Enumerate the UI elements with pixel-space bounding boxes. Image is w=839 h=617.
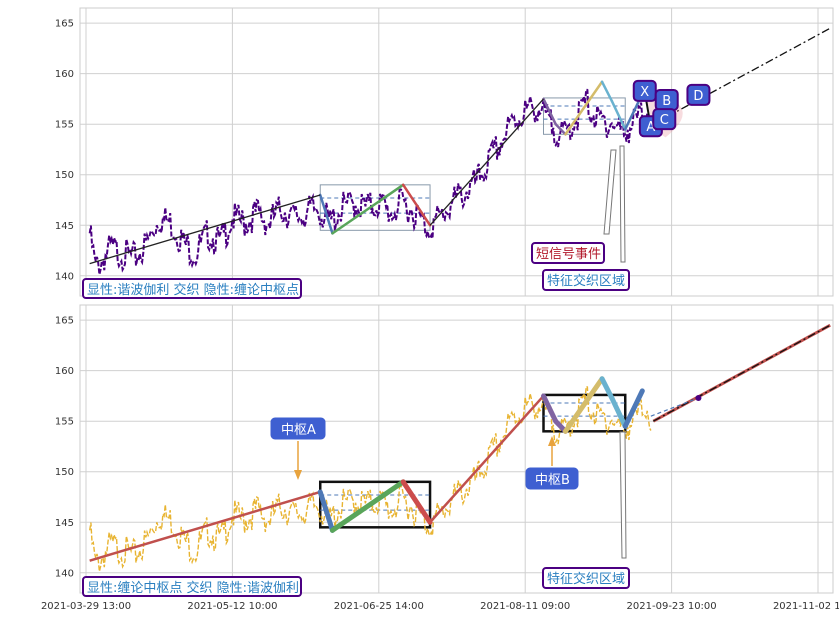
- harmonic-point-text: D: [693, 89, 703, 104]
- x-tick-label: 2021-08-11 09:00: [480, 601, 570, 612]
- forecast-line: [652, 27, 831, 125]
- bottom-panel: 140 145 150 155 160 165: [55, 304, 834, 594]
- stroke-segment: [318, 193, 334, 235]
- bottom-y-axis: 140 145 150 155 160 165: [55, 316, 74, 580]
- y-tick-label: 155: [55, 120, 74, 131]
- stroke-segment: [400, 479, 433, 525]
- top-forecast-line: [652, 27, 831, 125]
- bottom-forecast-line: [650, 323, 831, 423]
- y-tick-label: 145: [55, 221, 74, 232]
- top-zone-label-text: 特征交织区域: [547, 273, 625, 289]
- zhongshu-a-label: 中枢A: [270, 417, 326, 440]
- signal-pointer: [603, 149, 617, 235]
- projection-point: [695, 394, 702, 401]
- top-signal-label: 短信号事件: [531, 242, 605, 264]
- x-axis: 2021-03-29 13:00 2021-05-12 10:00 2021-06-…: [41, 601, 839, 612]
- harmonic-point-box: [686, 83, 711, 106]
- top-panel: 140 145 150 155 160 165 X ABC D: [55, 7, 834, 297]
- stroke-segment: [562, 376, 605, 434]
- y-tick-label: 165: [55, 19, 74, 30]
- bottom-annotations: [294, 431, 627, 559]
- top-plot-frame: [79, 7, 834, 297]
- top-price-series: [88, 88, 652, 275]
- y-tick-label: 160: [55, 366, 74, 377]
- zone-pointer-top: [619, 145, 626, 263]
- harmonic-point-text: B: [662, 94, 671, 109]
- stroke-segment: [317, 489, 335, 533]
- bottom-trend-lines: [89, 395, 545, 562]
- bottom-zone-label-text: 特征交织区域: [547, 571, 625, 587]
- stroke-segment: [331, 183, 405, 235]
- top-signal-label-text: 短信号事件: [536, 247, 601, 262]
- top-trend-lines: [89, 98, 544, 265]
- stroke-segment: [609, 395, 628, 429]
- harmonic-point-box: [632, 79, 657, 102]
- harmonic-point-b: B: [654, 88, 679, 111]
- y-tick-label: 150: [55, 170, 74, 181]
- zone-pointer-bottom: [619, 431, 627, 559]
- x-tick-label: 2021-09-23 10:00: [627, 601, 717, 612]
- harmonic-point-text: A: [646, 120, 655, 135]
- stroke-segment: [542, 97, 557, 126]
- top-annotations: X ABC D: [603, 79, 711, 263]
- bottom-plot-frame: [79, 304, 834, 594]
- y-tick-label: 140: [55, 568, 74, 579]
- trend-line: [429, 98, 544, 226]
- harmonic-point-text: C: [660, 113, 669, 128]
- bottom-panel-label: 显性:缠论中枢点 交织 隐性:谐波伽利: [82, 576, 302, 597]
- price-line: [88, 88, 652, 275]
- y-tick-label: 145: [55, 518, 74, 529]
- stroke-segment: [600, 80, 614, 103]
- trend-line: [89, 194, 321, 265]
- top-zone-label: 特征交织区域: [542, 269, 630, 291]
- harmonic-point-x: X: [632, 79, 657, 102]
- zhongshu-b-arrowhead: [548, 436, 556, 446]
- trend-line: [89, 490, 321, 562]
- zhongshu-a-arrowhead: [294, 470, 302, 480]
- x-tick-label: 2021-05-12 10:00: [187, 601, 277, 612]
- harmonic-point-c: C: [652, 108, 677, 131]
- stroke-segment: [622, 388, 645, 429]
- top-panel-label-text: 显性:谐波伽利 交织 隐性:缠论中枢点: [87, 282, 299, 298]
- projection-line: [650, 397, 699, 417]
- y-tick-label: 160: [55, 69, 74, 80]
- x-tick-label: 2021-06-25 14:00: [334, 601, 424, 612]
- y-tick-label: 140: [55, 271, 74, 282]
- y-tick-label: 155: [55, 417, 74, 428]
- top-panel-label: 显性:谐波伽利 交织 隐性:缠论中枢点: [82, 278, 302, 299]
- bottom-panel-label-text: 显性:缠论中枢点 交织 隐性:谐波伽利: [87, 580, 299, 596]
- harmonic-point-text: X: [640, 85, 649, 100]
- x-tick-label: 2021-11-02 14:00: [773, 601, 839, 612]
- y-tick-label: 165: [55, 316, 74, 327]
- trend-line: [429, 395, 545, 524]
- bottom-zone-label: 特征交织区域: [542, 567, 630, 589]
- zhongshu-a-label-text: 中枢A: [281, 423, 316, 438]
- forecast-line: [652, 324, 831, 422]
- stroke-segment: [599, 376, 615, 401]
- stroke-segment: [541, 393, 559, 424]
- y-tick-label: 150: [55, 467, 74, 478]
- x-tick-label: 2021-03-29 13:00: [41, 601, 131, 612]
- harmonic-point-box: [652, 108, 677, 131]
- stroke-segment: [610, 99, 627, 131]
- stroke-segment: [401, 183, 432, 227]
- stroke-segment: [554, 122, 567, 136]
- top-y-axis: 140 145 150 155 160 165: [55, 19, 74, 283]
- zhongshu-b-label-text: 中枢B: [535, 473, 570, 488]
- zhongshu-box: [318, 480, 432, 529]
- zhongshu-b-label: 中枢B: [525, 467, 579, 490]
- zhongshu-box: [319, 184, 431, 231]
- bottom-stroke-segments: [317, 376, 645, 533]
- harmonic-point-d: D: [686, 83, 711, 106]
- top-stroke-segments: [318, 80, 644, 235]
- stroke-segment: [329, 479, 406, 533]
- stroke-segment: [564, 80, 604, 136]
